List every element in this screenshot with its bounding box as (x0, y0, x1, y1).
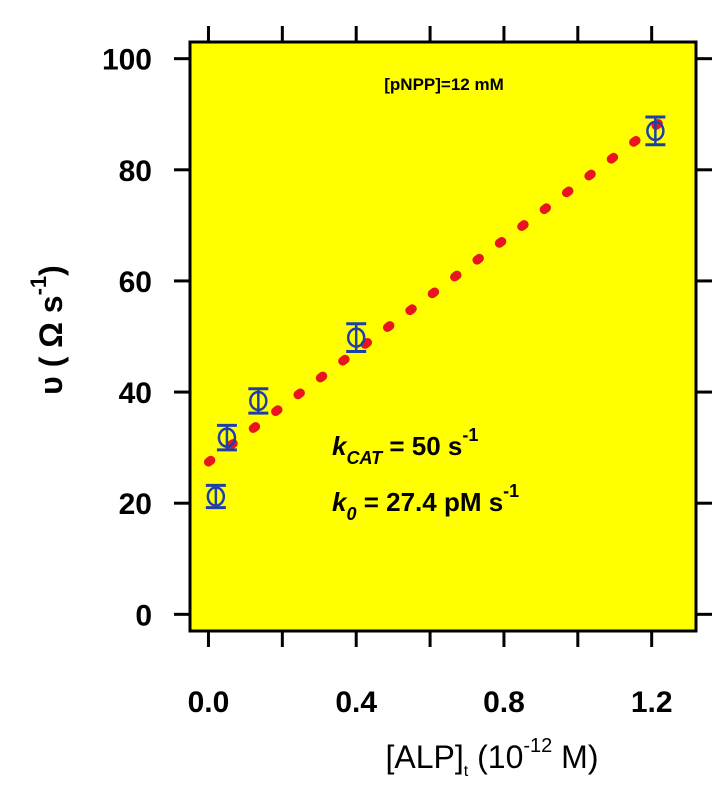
data-point (248, 387, 269, 415)
x-tick-label: 0.4 (335, 686, 377, 719)
y-tick-label: 0 (135, 599, 152, 632)
marker-circle (346, 327, 366, 348)
y-tick-label: 60 (119, 266, 152, 299)
marker-circle (249, 390, 268, 412)
y-tick-label: 80 (119, 155, 152, 188)
y-tick-labels: 0 20 40 60 80 100 (102, 44, 152, 633)
plot-background (190, 42, 696, 631)
data-point (216, 423, 237, 452)
fit-line-path (203, 110, 675, 467)
marker-circle (217, 427, 237, 448)
plot-frame (188, 40, 698, 633)
marker-circle (206, 486, 226, 507)
data-point (205, 483, 226, 510)
x-axis-label: [ALP]t (10-12 M) (386, 735, 599, 780)
x-tick-label: 1.2 (631, 686, 673, 719)
axis-ticks (174, 26, 712, 647)
data-point (346, 322, 367, 354)
x-tick-label: 0.0 (188, 686, 230, 719)
y-tick-label: 40 (119, 377, 152, 410)
annotation-condition: [pNPP]=12 mM (384, 75, 504, 94)
y-tick-label: 20 (119, 488, 152, 521)
x-tick-labels: 0.0 0.4 0.8 1.2 (188, 686, 673, 719)
data-points (205, 115, 666, 510)
x-tick-label: 0.8 (483, 686, 525, 719)
y-tick-label: 100 (102, 44, 152, 77)
plot-border (188, 40, 698, 633)
fit-line (203, 110, 675, 467)
annotation-kcat: kCAT = 50 s-1 (332, 425, 478, 468)
marker-circle (646, 120, 665, 142)
annotation-k0: k0 = 27.4 pM s-1 (332, 481, 519, 524)
y-axis-label: υ ( Ω s-1) (26, 265, 69, 395)
data-point (645, 115, 666, 147)
